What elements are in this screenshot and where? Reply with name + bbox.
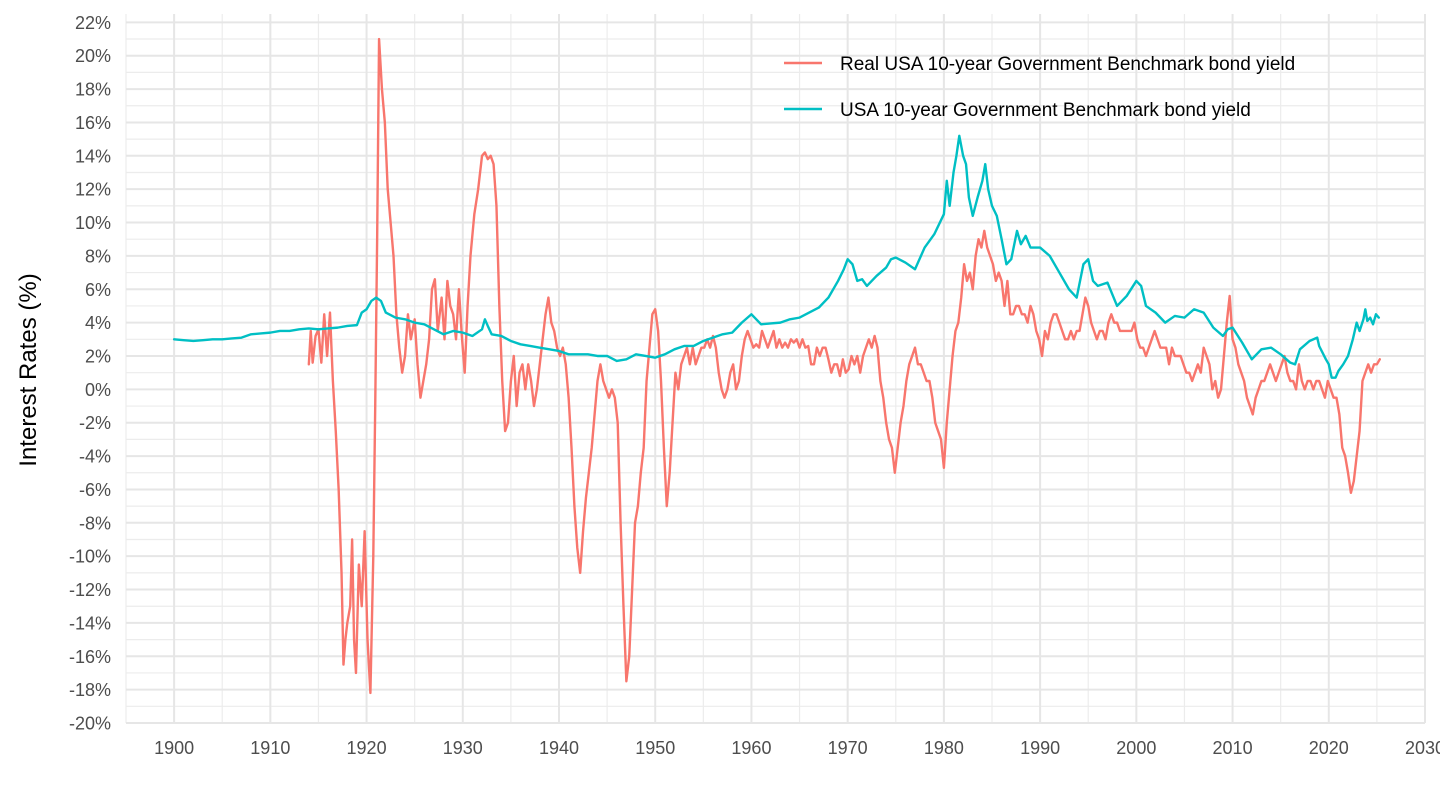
y-tick-label: -14%: [69, 613, 111, 633]
y-tick-label: -10%: [69, 547, 111, 567]
series-line-nominal-yield: [172, 134, 1381, 379]
x-tick-label: 1910: [250, 738, 290, 758]
y-tick-label: 2%: [85, 346, 111, 366]
x-tick-label: 1900: [154, 738, 194, 758]
x-tick-label: 1970: [828, 738, 868, 758]
series-line-real-yield: [307, 37, 1381, 695]
y-tick-label: 6%: [85, 280, 111, 300]
y-tick-label: 10%: [75, 213, 111, 233]
x-tick-label: 1960: [731, 738, 771, 758]
series-lines: [172, 37, 1381, 695]
y-tick-label: 18%: [75, 80, 111, 100]
y-tick-label: 8%: [85, 246, 111, 266]
x-tick-label: 1920: [347, 738, 387, 758]
x-tick-label: 1930: [443, 738, 483, 758]
y-tick-label: -6%: [79, 480, 111, 500]
legend: Real USA 10-year Government Benchmark bo…: [784, 54, 1295, 121]
y-tick-label: -16%: [69, 647, 111, 667]
y-tick-label: -8%: [79, 513, 111, 533]
x-tick-label: 1990: [1020, 738, 1060, 758]
y-tick-label: -12%: [69, 580, 111, 600]
y-tick-label: 14%: [75, 146, 111, 166]
x-tick-label: 2020: [1309, 738, 1349, 758]
legend-label-nominal-yield: USA 10-year Government Benchmark bond yi…: [840, 100, 1251, 121]
y-tick-label: -18%: [69, 680, 111, 700]
y-tick-label: 4%: [85, 313, 111, 333]
x-tick-label: 1950: [635, 738, 675, 758]
x-tick-label: 2000: [1116, 738, 1156, 758]
y-tick-label: -4%: [79, 447, 111, 467]
y-tick-label: 20%: [75, 46, 111, 66]
y-tick-label: 22%: [75, 13, 111, 33]
x-tick-label: 1940: [539, 738, 579, 758]
x-tick-label: 2010: [1213, 738, 1253, 758]
x-tick-label: 1980: [924, 738, 964, 758]
y-tick-label: -20%: [69, 714, 111, 734]
x-tick-label: 2030: [1405, 738, 1440, 758]
y-tick-label: -2%: [79, 413, 111, 433]
y-tick-label: 0%: [85, 380, 111, 400]
y-axis-label: Interest Rates (%): [15, 273, 42, 466]
legend-label-real-yield: Real USA 10-year Government Benchmark bo…: [840, 54, 1295, 75]
y-tick-label: 12%: [75, 180, 111, 200]
x-axis-tick-labels: 1900 1910 1920 1930 1940 1950 1960 1970 1980 1990…: [154, 738, 1440, 758]
y-tick-label: 16%: [75, 113, 111, 133]
y-axis-tick-labels: -20% -18% -16% -14% -12% -10% -8% -6% -4% -2% 0% 2%…: [69, 13, 111, 734]
